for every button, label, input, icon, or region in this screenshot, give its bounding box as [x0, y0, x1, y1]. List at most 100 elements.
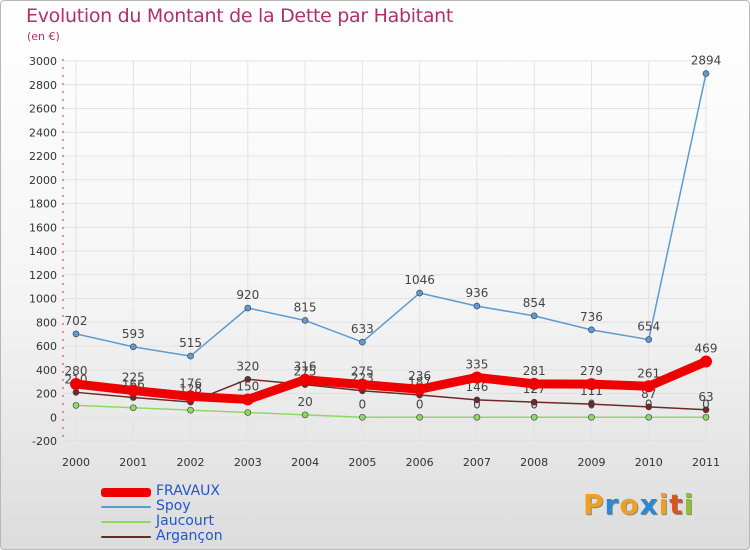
legend-swatch-fravaux: [101, 488, 151, 497]
data-point-spoy: [473, 302, 481, 310]
data-label-arganon: 63: [698, 390, 713, 404]
data-point-spoy: [702, 70, 710, 77]
data-label-fravaux: 176: [179, 376, 202, 390]
logo-letter: x: [639, 488, 659, 521]
data-label-fravaux: 316: [294, 360, 317, 374]
data-point-fravaux: [356, 378, 369, 391]
data-label-spoy: 633: [351, 322, 374, 336]
x-tick-label: 2003: [234, 456, 262, 469]
logo-letter: P: [583, 488, 605, 521]
data-point-fravaux: [299, 373, 312, 386]
data-label-fravaux: 150: [236, 379, 259, 393]
y-tick-label: 600: [36, 340, 57, 353]
data-label-spoy: 920: [236, 288, 259, 302]
y-tick-label: 200: [36, 388, 57, 401]
series-line-fravaux: [71, 357, 711, 404]
series-line-jaucourt: [75, 404, 707, 418]
data-point-spoy: [530, 312, 538, 320]
data-point-spoy: [129, 343, 137, 351]
data-point-fravaux: [700, 355, 712, 368]
y-tick-label: 1000: [29, 293, 57, 306]
data-point-jaucourt: [530, 413, 538, 421]
legend-label-argancon: Argançon: [156, 528, 223, 544]
y-tick-label: 800: [36, 316, 57, 329]
logo-letter: i: [683, 488, 695, 521]
data-point-fravaux: [585, 378, 598, 391]
data-label-fravaux: 280: [65, 364, 88, 378]
data-point-fravaux: [528, 377, 541, 390]
data-point-fravaux: [241, 393, 254, 406]
proxiti-logo: Proxiti: [583, 488, 694, 521]
data-point-spoy: [588, 326, 595, 334]
x-tick-label: 2004: [291, 456, 319, 469]
data-label-spoy: 854: [523, 296, 546, 310]
data-point-fravaux: [413, 383, 426, 396]
data-point-arganon: [645, 403, 653, 411]
data-point-jaucourt: [244, 409, 252, 416]
data-point-spoy: [187, 352, 194, 360]
chart-title: Evolution du Montant de la Dette par Hab…: [26, 5, 454, 27]
data-point-spoy: [645, 336, 653, 343]
data-label-fravaux: 335: [465, 357, 488, 371]
y-tick-label: -200: [32, 435, 57, 448]
x-tick-label: 2000: [62, 456, 90, 469]
x-tick-label: 2007: [463, 456, 491, 469]
data-label-jaucourt: 20: [297, 395, 312, 409]
legend-swatch-argancon: [101, 536, 151, 538]
logo-letter: o: [619, 488, 640, 521]
data-point-jaucourt: [359, 413, 366, 421]
y-tick-label: 1400: [29, 245, 57, 258]
data-label-spoy: 2894: [691, 54, 722, 68]
data-label-spoy: 1046: [404, 273, 435, 287]
x-tick-label: 2011: [692, 456, 720, 469]
x-tick-label: 2010: [635, 456, 663, 469]
data-label-fravaux: 236: [408, 369, 431, 383]
data-label-arganon: 146: [465, 380, 488, 394]
logo-letter: t: [669, 488, 684, 521]
data-point-spoy: [301, 317, 309, 324]
series-line-spoy: [75, 72, 707, 357]
data-label-arganon: 320: [236, 359, 259, 373]
data-label-arganon: 275: [294, 365, 317, 379]
y-tick-label: 2400: [29, 126, 57, 139]
data-label-fravaux: 279: [580, 364, 603, 378]
data-label-spoy: 936: [465, 286, 488, 300]
series-line-arganon: [75, 378, 707, 411]
legend-label-jaucourt: Jaucourt: [156, 513, 214, 529]
data-label-fravaux: 281: [523, 364, 546, 378]
data-point-arganon: [244, 375, 252, 383]
x-tick-label: 2009: [577, 456, 605, 469]
data-point-arganon: [473, 396, 481, 404]
legend-label-fravaux: FRAVAUX: [156, 483, 220, 499]
y-tick-label: 2800: [29, 79, 57, 92]
data-point-arganon: [588, 400, 595, 408]
y-tick-label: 400: [36, 364, 57, 377]
data-label-fravaux: 225: [122, 371, 145, 385]
data-label-spoy: 736: [580, 310, 603, 324]
x-tick-label: 2008: [520, 456, 548, 469]
data-point-arganon: [702, 406, 710, 414]
chart-subtitle: (en €): [27, 30, 60, 43]
y-tick-label: 2600: [29, 103, 57, 116]
data-point-spoy: [72, 330, 80, 338]
data-label-jaucourt: 0: [473, 397, 481, 411]
data-point-fravaux: [470, 371, 483, 384]
data-label-spoy: 515: [179, 336, 202, 350]
y-tick-label: 0: [50, 411, 57, 424]
data-label-jaucourt: 0: [416, 397, 424, 411]
data-point-jaucourt: [187, 406, 194, 414]
y-tick-label: 2000: [29, 174, 57, 187]
x-tick-label: 2006: [406, 456, 434, 469]
data-point-fravaux: [70, 378, 82, 390]
logo-letter: i: [658, 488, 670, 521]
legend-swatch-jaucourt: [101, 521, 151, 523]
legend-label-spoy: Spoy: [156, 498, 191, 514]
data-point-fravaux: [642, 380, 655, 393]
y-tick-label: 1800: [29, 198, 57, 211]
y-tick-label: 3000: [29, 55, 57, 68]
data-point-spoy: [359, 338, 366, 346]
data-point-fravaux: [184, 390, 197, 403]
data-point-jaucourt: [129, 404, 137, 412]
